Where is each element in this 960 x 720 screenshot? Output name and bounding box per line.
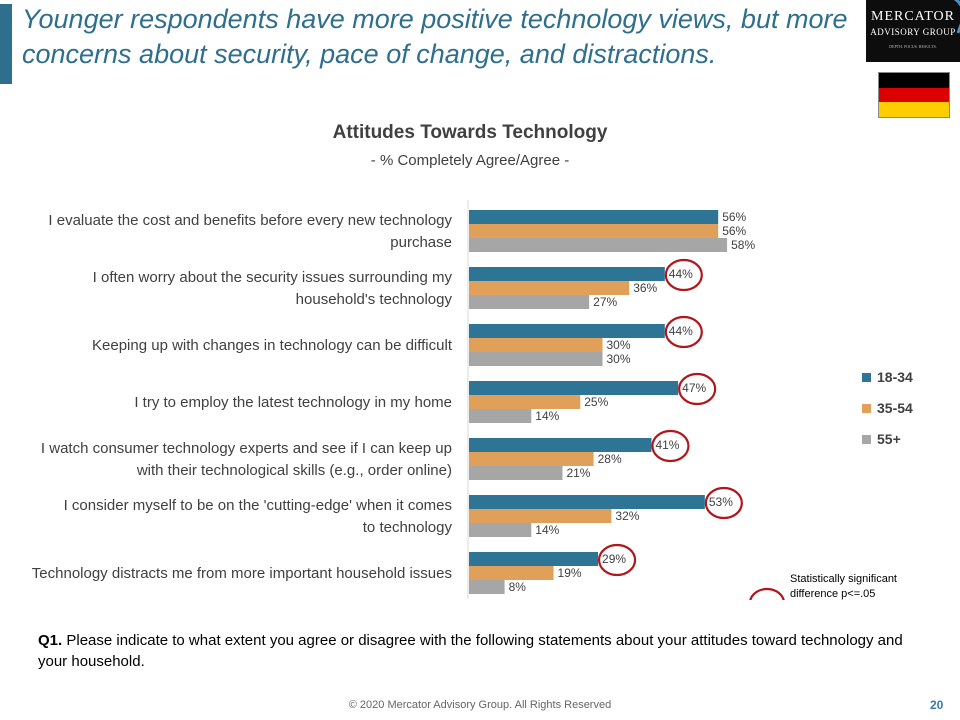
bar-35-54-1 [469, 281, 630, 295]
bar-55+-1 [469, 295, 590, 309]
flag-stripe-black [879, 73, 949, 88]
data-label: 36% [633, 281, 657, 295]
bar-55+-6 [469, 580, 505, 594]
significance-circle [651, 429, 690, 463]
bar-55+-3 [469, 409, 532, 423]
data-label: 44% [669, 324, 693, 338]
legend-swatch-55+ [862, 435, 871, 444]
bar-18-34-3 [469, 381, 679, 395]
data-label: 29% [602, 552, 626, 566]
logo-line2: ADVISORY GROUP [870, 27, 956, 37]
bar-55+-0 [469, 238, 728, 252]
bar-55+-4 [469, 466, 563, 480]
bar-18-34-4 [469, 438, 652, 452]
bar-18-34-2 [469, 324, 665, 338]
data-label: 41% [655, 438, 679, 452]
data-label: 19% [558, 566, 582, 580]
bar-35-54-0 [469, 224, 719, 238]
chart-title: Attitudes Towards Technology [332, 122, 608, 143]
bar-55+-2 [469, 352, 603, 366]
data-label: 53% [709, 495, 733, 509]
attitudes-bar-chart: I evaluate the cost and benefits before … [32, 200, 913, 600]
footnote-question-text: Please indicate to what extent you agree… [38, 632, 903, 670]
bar-35-54-6 [469, 566, 554, 580]
data-label: 21% [566, 466, 590, 480]
bar-18-34-1 [469, 267, 665, 281]
category-label: I consider myself to be on the 'cutting-… [64, 497, 453, 536]
flag-stripe-gold [879, 102, 949, 117]
bar-55+-5 [469, 523, 532, 537]
data-label: 28% [598, 452, 622, 466]
accent-bar [0, 4, 12, 84]
bar-35-54-5 [469, 509, 612, 523]
data-label: 32% [615, 509, 639, 523]
data-label: 8% [509, 580, 527, 594]
bar-35-54-2 [469, 338, 603, 352]
bar-35-54-4 [469, 452, 594, 466]
category-label: I often worry about the security issues … [93, 269, 453, 308]
data-label: 56% [722, 224, 746, 238]
legend-swatch-18-34 [862, 373, 871, 382]
germany-flag-icon [878, 72, 950, 118]
category-label: I watch consumer technology experts and … [41, 440, 452, 479]
bar-18-34-6 [469, 552, 599, 566]
data-label: 27% [593, 295, 617, 309]
data-label: 30% [607, 338, 631, 352]
data-label: 30% [607, 352, 631, 366]
footnote-question-number: Q1. [38, 632, 63, 649]
significance-circle [704, 486, 743, 520]
data-label: 44% [669, 267, 693, 281]
flag-stripe-red [879, 87, 949, 103]
logo-line1: MERCATOR [871, 9, 955, 24]
category-label: Keeping up with changes in technology ca… [92, 337, 453, 354]
bar-18-34-5 [469, 495, 705, 509]
significance-legend-label: Statistically significant difference p<=… [790, 573, 897, 600]
legend-swatch-35-54 [862, 404, 871, 413]
legend-label-18-34: 18-34 [877, 369, 913, 385]
copyright-notice: © 2020 Mercator Advisory Group. All Righ… [348, 699, 612, 711]
significance-legend-circle [749, 587, 785, 600]
chart-subtitle: - % Completely Agree/Agree - [370, 152, 570, 169]
legend-label-55+: 55+ [877, 431, 901, 447]
page-number: 20 [930, 698, 944, 712]
legend-label-35-54: 35-54 [877, 400, 913, 416]
bar-35-54-3 [469, 395, 581, 409]
question-footnote: Q1. Please indicate to what extent you a… [38, 630, 918, 672]
category-label: Technology distracts me from more import… [32, 565, 452, 582]
logo-tagline: DEPTH. FOCUS. RESULTS. [889, 44, 937, 49]
data-label: 14% [535, 523, 559, 537]
significance-circle [597, 543, 637, 577]
slide-headline: Younger respondents have more positive t… [22, 4, 848, 69]
significance-circle [664, 258, 703, 292]
significance-circle [664, 315, 703, 349]
data-label: 47% [682, 381, 706, 395]
bar-18-34-0 [469, 210, 719, 224]
data-label: 58% [731, 238, 755, 252]
category-label: I try to employ the latest technology in… [134, 394, 452, 411]
mercator-logo: MERCATOR ADVISORY GROUP DEPTH. FOCUS. RE… [866, 0, 960, 62]
category-label: I evaluate the cost and benefits before … [48, 212, 452, 251]
significance-circle [678, 372, 717, 406]
data-label: 56% [722, 210, 746, 224]
data-label: 25% [584, 395, 608, 409]
data-label: 14% [535, 409, 559, 423]
